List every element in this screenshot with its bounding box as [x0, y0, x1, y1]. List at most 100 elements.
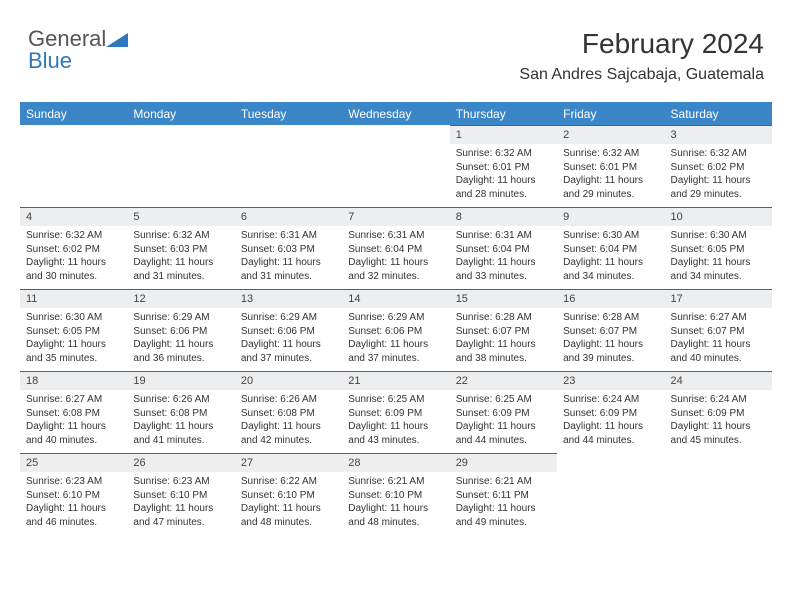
day-number: 12	[127, 289, 234, 308]
header: General Blue February 2024 San Andres Sa…	[0, 0, 792, 92]
day-number: 15	[450, 289, 557, 308]
calendar-cell	[665, 453, 772, 535]
title-block: February 2024 San Andres Sajcabaja, Guat…	[519, 28, 764, 84]
logo-text: General Blue	[28, 28, 128, 72]
calendar-cell: 9Sunrise: 6:30 AMSunset: 6:04 PMDaylight…	[557, 207, 664, 289]
day-detail: Sunrise: 6:32 AMSunset: 6:02 PMDaylight:…	[20, 226, 127, 285]
calendar-cell: 6Sunrise: 6:31 AMSunset: 6:03 PMDaylight…	[235, 207, 342, 289]
calendar-cell	[342, 125, 449, 207]
calendar-cell: 17Sunrise: 6:27 AMSunset: 6:07 PMDayligh…	[665, 289, 772, 371]
calendar-cell: 10Sunrise: 6:30 AMSunset: 6:05 PMDayligh…	[665, 207, 772, 289]
day-number: 28	[342, 453, 449, 472]
day-number: 18	[20, 371, 127, 390]
calendar-cell: 1Sunrise: 6:32 AMSunset: 6:01 PMDaylight…	[450, 125, 557, 207]
calendar-cell: 12Sunrise: 6:29 AMSunset: 6:06 PMDayligh…	[127, 289, 234, 371]
calendar-cell: 16Sunrise: 6:28 AMSunset: 6:07 PMDayligh…	[557, 289, 664, 371]
day-detail: Sunrise: 6:23 AMSunset: 6:10 PMDaylight:…	[20, 472, 127, 531]
day-number: 2	[557, 125, 664, 144]
day-header: Saturday	[665, 103, 772, 126]
day-detail: Sunrise: 6:27 AMSunset: 6:07 PMDaylight:…	[665, 308, 772, 367]
logo-triangle-icon	[106, 33, 128, 47]
day-number: 21	[342, 371, 449, 390]
day-detail: Sunrise: 6:22 AMSunset: 6:10 PMDaylight:…	[235, 472, 342, 531]
day-header: Thursday	[450, 103, 557, 126]
calendar-cell: 13Sunrise: 6:29 AMSunset: 6:06 PMDayligh…	[235, 289, 342, 371]
calendar-cell: 21Sunrise: 6:25 AMSunset: 6:09 PMDayligh…	[342, 371, 449, 453]
day-header: Sunday	[20, 103, 127, 126]
day-number: 17	[665, 289, 772, 308]
day-detail: Sunrise: 6:27 AMSunset: 6:08 PMDaylight:…	[20, 390, 127, 449]
calendar-table: SundayMondayTuesdayWednesdayThursdayFrid…	[20, 102, 772, 535]
day-detail: Sunrise: 6:29 AMSunset: 6:06 PMDaylight:…	[342, 308, 449, 367]
day-number: 26	[127, 453, 234, 472]
day-detail: Sunrise: 6:24 AMSunset: 6:09 PMDaylight:…	[557, 390, 664, 449]
calendar-cell: 22Sunrise: 6:25 AMSunset: 6:09 PMDayligh…	[450, 371, 557, 453]
day-detail: Sunrise: 6:25 AMSunset: 6:09 PMDaylight:…	[450, 390, 557, 449]
day-number: 14	[342, 289, 449, 308]
logo-blue: Blue	[28, 48, 72, 73]
day-number: 8	[450, 207, 557, 226]
calendar-cell: 7Sunrise: 6:31 AMSunset: 6:04 PMDaylight…	[342, 207, 449, 289]
calendar-cell: 19Sunrise: 6:26 AMSunset: 6:08 PMDayligh…	[127, 371, 234, 453]
calendar-cell: 29Sunrise: 6:21 AMSunset: 6:11 PMDayligh…	[450, 453, 557, 535]
day-detail: Sunrise: 6:25 AMSunset: 6:09 PMDaylight:…	[342, 390, 449, 449]
calendar-cell	[127, 125, 234, 207]
calendar-cell	[235, 125, 342, 207]
day-detail: Sunrise: 6:21 AMSunset: 6:11 PMDaylight:…	[450, 472, 557, 531]
day-detail: Sunrise: 6:31 AMSunset: 6:04 PMDaylight:…	[342, 226, 449, 285]
day-detail: Sunrise: 6:32 AMSunset: 6:01 PMDaylight:…	[450, 144, 557, 203]
day-number: 1	[450, 125, 557, 144]
day-number: 7	[342, 207, 449, 226]
day-detail: Sunrise: 6:31 AMSunset: 6:03 PMDaylight:…	[235, 226, 342, 285]
calendar-cell: 20Sunrise: 6:26 AMSunset: 6:08 PMDayligh…	[235, 371, 342, 453]
calendar-cell: 18Sunrise: 6:27 AMSunset: 6:08 PMDayligh…	[20, 371, 127, 453]
day-number: 11	[20, 289, 127, 308]
day-detail: Sunrise: 6:31 AMSunset: 6:04 PMDaylight:…	[450, 226, 557, 285]
calendar-cell: 8Sunrise: 6:31 AMSunset: 6:04 PMDaylight…	[450, 207, 557, 289]
calendar-week: 25Sunrise: 6:23 AMSunset: 6:10 PMDayligh…	[20, 453, 772, 535]
day-detail: Sunrise: 6:23 AMSunset: 6:10 PMDaylight:…	[127, 472, 234, 531]
calendar-week: 4Sunrise: 6:32 AMSunset: 6:02 PMDaylight…	[20, 207, 772, 289]
day-number: 20	[235, 371, 342, 390]
day-number: 22	[450, 371, 557, 390]
day-number: 10	[665, 207, 772, 226]
day-number: 27	[235, 453, 342, 472]
calendar-cell: 3Sunrise: 6:32 AMSunset: 6:02 PMDaylight…	[665, 125, 772, 207]
calendar-cell: 5Sunrise: 6:32 AMSunset: 6:03 PMDaylight…	[127, 207, 234, 289]
calendar-cell	[557, 453, 664, 535]
calendar-week: 1Sunrise: 6:32 AMSunset: 6:01 PMDaylight…	[20, 125, 772, 207]
day-number: 23	[557, 371, 664, 390]
logo: General Blue	[28, 28, 128, 72]
day-detail: Sunrise: 6:24 AMSunset: 6:09 PMDaylight:…	[665, 390, 772, 449]
day-detail: Sunrise: 6:26 AMSunset: 6:08 PMDaylight:…	[127, 390, 234, 449]
day-number: 4	[20, 207, 127, 226]
day-detail: Sunrise: 6:21 AMSunset: 6:10 PMDaylight:…	[342, 472, 449, 531]
calendar-cell: 4Sunrise: 6:32 AMSunset: 6:02 PMDaylight…	[20, 207, 127, 289]
calendar-cell: 24Sunrise: 6:24 AMSunset: 6:09 PMDayligh…	[665, 371, 772, 453]
calendar-week: 18Sunrise: 6:27 AMSunset: 6:08 PMDayligh…	[20, 371, 772, 453]
calendar-week: 11Sunrise: 6:30 AMSunset: 6:05 PMDayligh…	[20, 289, 772, 371]
day-header: Friday	[557, 103, 664, 126]
day-detail: Sunrise: 6:30 AMSunset: 6:04 PMDaylight:…	[557, 226, 664, 285]
day-number: 5	[127, 207, 234, 226]
calendar-cell: 14Sunrise: 6:29 AMSunset: 6:06 PMDayligh…	[342, 289, 449, 371]
day-detail: Sunrise: 6:29 AMSunset: 6:06 PMDaylight:…	[127, 308, 234, 367]
day-number: 19	[127, 371, 234, 390]
day-number: 9	[557, 207, 664, 226]
day-detail: Sunrise: 6:29 AMSunset: 6:06 PMDaylight:…	[235, 308, 342, 367]
calendar-cell: 15Sunrise: 6:28 AMSunset: 6:07 PMDayligh…	[450, 289, 557, 371]
calendar-cell: 28Sunrise: 6:21 AMSunset: 6:10 PMDayligh…	[342, 453, 449, 535]
day-number: 3	[665, 125, 772, 144]
day-detail: Sunrise: 6:30 AMSunset: 6:05 PMDaylight:…	[20, 308, 127, 367]
day-detail: Sunrise: 6:32 AMSunset: 6:01 PMDaylight:…	[557, 144, 664, 203]
day-detail: Sunrise: 6:26 AMSunset: 6:08 PMDaylight:…	[235, 390, 342, 449]
calendar-cell: 2Sunrise: 6:32 AMSunset: 6:01 PMDaylight…	[557, 125, 664, 207]
day-detail: Sunrise: 6:30 AMSunset: 6:05 PMDaylight:…	[665, 226, 772, 285]
day-number: 16	[557, 289, 664, 308]
calendar-cell: 23Sunrise: 6:24 AMSunset: 6:09 PMDayligh…	[557, 371, 664, 453]
day-detail: Sunrise: 6:32 AMSunset: 6:03 PMDaylight:…	[127, 226, 234, 285]
day-detail: Sunrise: 6:28 AMSunset: 6:07 PMDaylight:…	[557, 308, 664, 367]
day-number: 13	[235, 289, 342, 308]
day-header: Tuesday	[235, 103, 342, 126]
day-header: Wednesday	[342, 103, 449, 126]
